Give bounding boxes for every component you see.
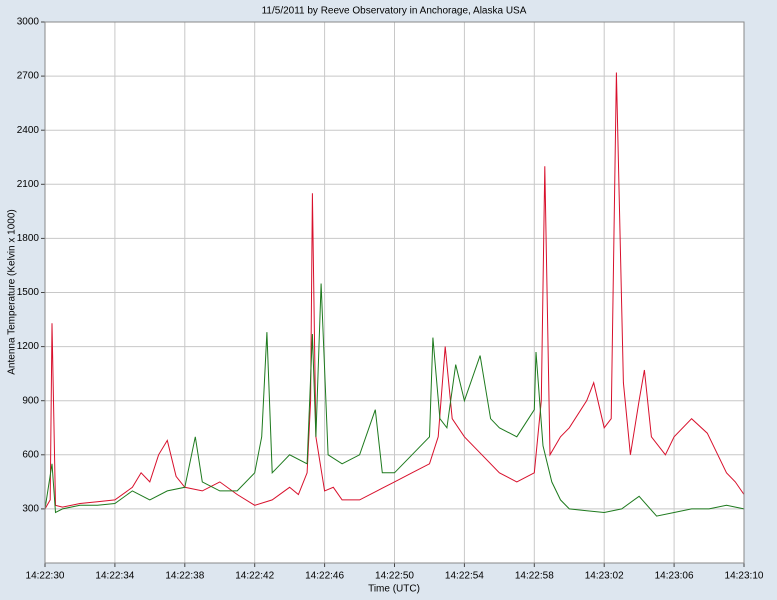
y-tick-label: 3000	[17, 17, 40, 28]
y-tick-label: 600	[22, 449, 39, 460]
x-tick-label: 14:22:50	[375, 571, 414, 582]
y-tick-label: 900	[22, 395, 39, 406]
x-tick-label: 14:22:42	[235, 571, 274, 582]
x-tick-label: 14:22:30	[26, 571, 65, 582]
chart-title: 11/5/2011 by Reeve Observatory in Anchor…	[262, 6, 527, 17]
y-tick-label: 2700	[17, 71, 40, 82]
y-tick-label: 1200	[17, 341, 40, 352]
x-tick-label: 14:22:38	[165, 571, 204, 582]
x-tick-label: 14:23:10	[725, 571, 764, 582]
x-tick-label: 14:22:58	[515, 571, 554, 582]
y-axis-label: Antenna Temperature (Kelvin x 1000)	[7, 209, 18, 374]
x-tick-label: 14:22:54	[445, 571, 484, 582]
y-tick-label: 1500	[17, 287, 40, 298]
series-line	[44, 283, 745, 517]
series-line	[44, 72, 745, 510]
y-tick-label: 2400	[17, 125, 40, 136]
y-tick-label: 2100	[17, 179, 40, 190]
plot-frame	[44, 21, 745, 564]
x-tick-label: 14:23:06	[655, 571, 694, 582]
x-tick-label: 14:22:34	[95, 571, 134, 582]
y-tick-label: 1800	[17, 233, 40, 244]
y-tick-label: 300	[22, 504, 39, 515]
x-tick-label: 14:22:46	[305, 571, 344, 582]
x-axis-label: Time (UTC)	[368, 584, 420, 595]
x-tick-label: 14:23:02	[585, 571, 624, 582]
